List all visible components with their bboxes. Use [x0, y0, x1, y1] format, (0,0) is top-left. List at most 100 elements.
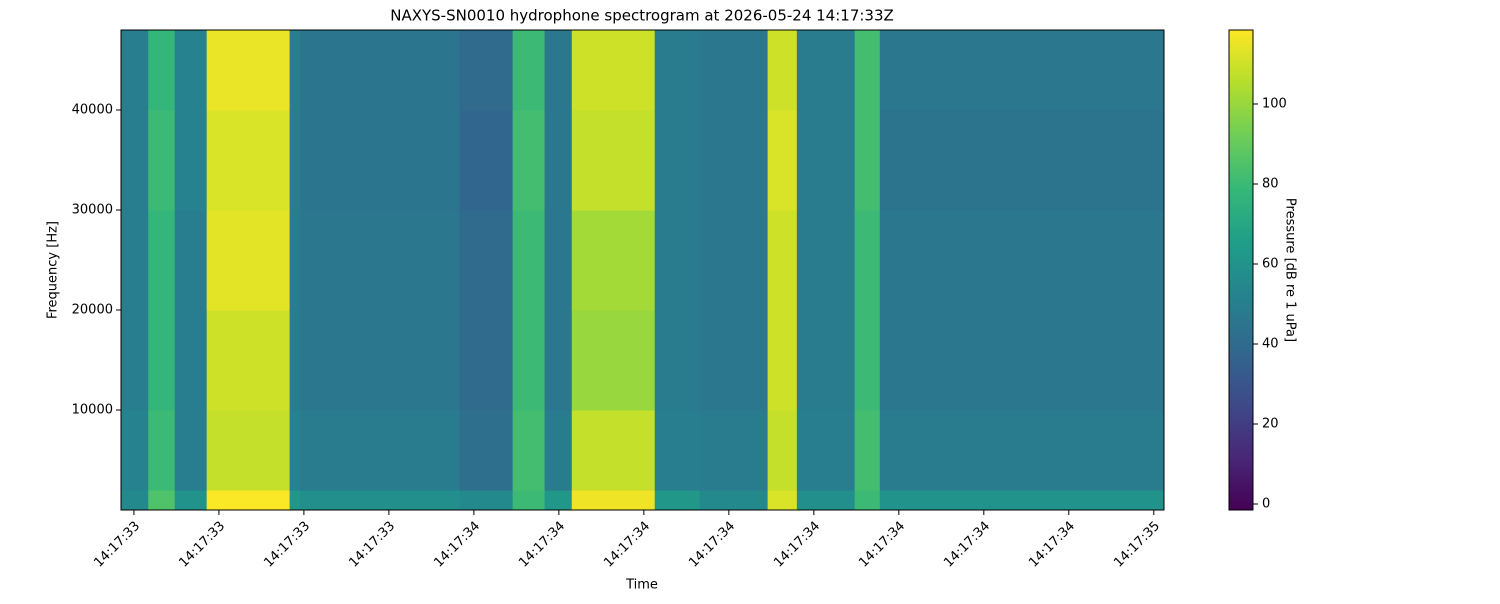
spectrogram-cell [121, 310, 149, 411]
colorbar-tick-label: 60 [1262, 257, 1279, 272]
spectrogram-cell [148, 110, 176, 211]
spectrogram-cell [879, 110, 1165, 211]
spectrogram-cell [299, 110, 461, 211]
spectrogram-cell [512, 310, 546, 411]
spectrogram-cell [767, 110, 798, 211]
spectrogram-cell [571, 410, 656, 491]
x-axis-label: Time [625, 578, 658, 593]
spectrogram-cell [512, 210, 546, 311]
colorbar-tick-label: 80 [1262, 177, 1279, 192]
spectrogram-cell [289, 310, 301, 411]
spectrogram-cell [544, 110, 573, 211]
spectrogram-cell [854, 110, 881, 211]
spectrogram-cell [174, 490, 208, 511]
spectrogram-cell [512, 410, 546, 491]
colorbar [1228, 29, 1254, 511]
spectrogram-cell [854, 310, 881, 411]
spectrogram-cell [121, 490, 149, 511]
spectrogram-cell [654, 110, 701, 211]
spectrogram-cell [174, 30, 208, 111]
colorbar-tick-label: 0 [1262, 497, 1270, 512]
spectrogram-cell [148, 310, 176, 411]
spectrogram-cell [459, 210, 514, 311]
spectrogram-cell [121, 410, 149, 491]
spectrogram-cell [299, 490, 461, 511]
colorbar-label: Pressure [dB re 1 uPa] [1283, 198, 1298, 342]
x-tick-label: 14:17:34 [941, 519, 993, 571]
x-tick-label: 14:17:33 [346, 519, 398, 571]
spectrogram-cell [654, 490, 701, 511]
spectrogram-cell [699, 410, 769, 491]
spectrogram-cell [699, 30, 769, 111]
spectrogram-cell [654, 410, 701, 491]
spectrogram-cell [571, 310, 656, 411]
x-tick-label: 14:17:33 [91, 519, 143, 571]
spectrogram-cell [121, 210, 149, 311]
spectrogram-cell [299, 410, 461, 491]
spectrogram-cell [459, 110, 514, 211]
spectrogram-cell [299, 30, 461, 111]
spectrogram-cell [459, 490, 514, 511]
spectrogram-cell [206, 310, 291, 411]
spectrogram-cell [879, 410, 1165, 491]
colorbar-tick-label: 40 [1262, 337, 1279, 352]
spectrogram-cell [767, 410, 798, 491]
spectrogram-cell [148, 30, 176, 111]
spectrogram-cell [289, 490, 301, 511]
spectrogram-cell [206, 30, 291, 111]
spectrogram-cell [459, 30, 514, 111]
spectrogram-cell [767, 490, 798, 511]
spectrogram-cell [767, 30, 798, 111]
spectrogram-cell [699, 210, 769, 311]
spectrogram-cell [299, 310, 461, 411]
x-tick-label: 14:17:34 [686, 519, 738, 571]
spectrogram-cell [121, 30, 149, 111]
spectrogram-cell [796, 210, 856, 311]
spectrogram-cell [879, 310, 1165, 411]
x-tick-label: 14:17:34 [856, 519, 908, 571]
spectrogram-cell [571, 490, 656, 511]
spectrogram-cell [206, 210, 291, 311]
spectrogram-cell [654, 30, 701, 111]
spectrogram-cell [299, 210, 461, 311]
spectrogram-cell [571, 210, 656, 311]
spectrogram-cell [121, 110, 149, 211]
spectrogram-cell [512, 110, 546, 211]
x-tick-label: 14:17:34 [1026, 519, 1078, 571]
colorbar-tick-label: 100 [1262, 97, 1287, 112]
spectrogram-cell [512, 30, 546, 111]
spectrogram-cell [854, 490, 881, 511]
spectrogram-cell [544, 30, 573, 111]
spectrogram-cell [544, 210, 573, 311]
spectrogram-cell [699, 310, 769, 411]
spectrogram-cell [459, 310, 514, 411]
spectrogram-cell [174, 210, 208, 311]
spectrogram-cell [879, 30, 1165, 111]
spectrogram-cell [796, 30, 856, 111]
spectrogram-cell [289, 110, 301, 211]
spectrogram-cell [206, 410, 291, 491]
spectrogram-cell [796, 110, 856, 211]
y-tick-label: 20000 [72, 303, 113, 318]
spectrogram-cell [544, 490, 573, 511]
spectrogram-cell [854, 410, 881, 491]
spectrogram-cell [699, 490, 769, 511]
y-tick-label: 10000 [72, 403, 113, 418]
spectrogram-cell [879, 210, 1165, 311]
y-tick-label: 40000 [72, 103, 113, 118]
spectrogram-cell [796, 490, 856, 511]
plot-frame [120, 29, 1165, 511]
spectrogram-cell [289, 30, 301, 111]
x-tick-label: 14:17:35 [1111, 519, 1163, 571]
spectrogram-cell [148, 210, 176, 311]
spectrogram-cell [571, 110, 656, 211]
spectrogram-cell [512, 490, 546, 511]
chart-title: NAXYS-SN0010 hydrophone spectrogram at 2… [390, 7, 894, 25]
x-tick-label: 14:17:34 [516, 519, 568, 571]
spectrogram-cell [854, 210, 881, 311]
spectrogram-cell [654, 210, 701, 311]
spectrogram-cell [699, 110, 769, 211]
spectrogram-cell [289, 210, 301, 311]
spectrogram-cell [206, 110, 291, 211]
